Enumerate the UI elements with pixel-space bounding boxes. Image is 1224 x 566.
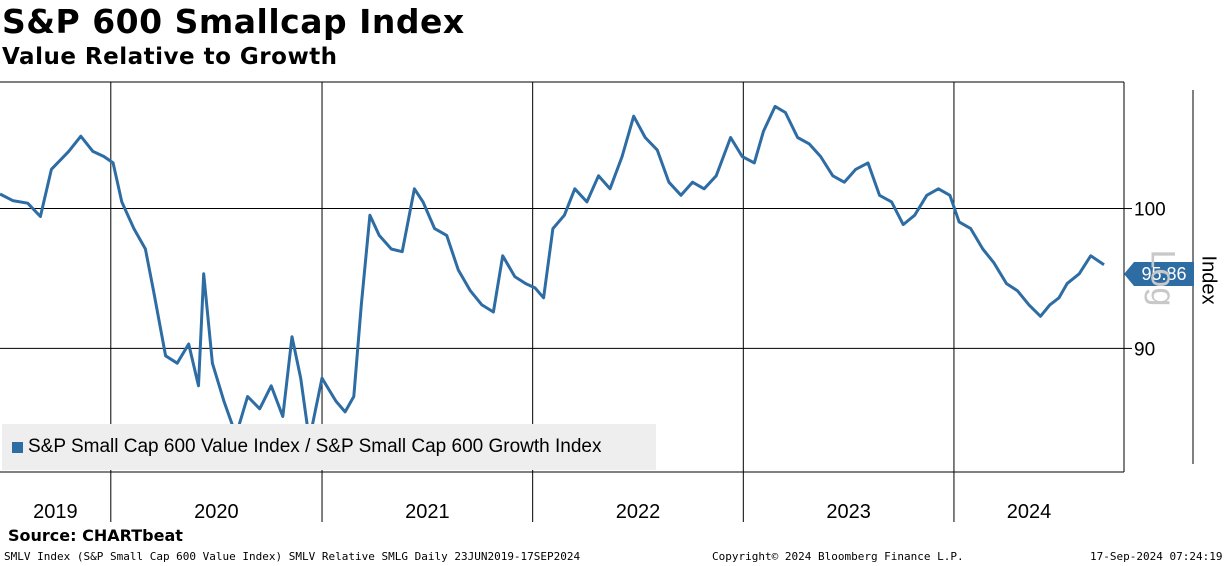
x-tick-label: 2022 (616, 501, 661, 523)
footer-timestamp: 17-Sep-2024 07:24:19 (1090, 550, 1223, 563)
y-tick-label: 90 (1134, 339, 1155, 360)
footer-copyright: Copyright© 2024 Bloomberg Finance L.P. (712, 550, 964, 563)
last-value-label: 95.86 (1141, 264, 1187, 284)
chart-subtitle: Value Relative to Growth (2, 44, 338, 70)
x-ticks: 2019 2020 2021 2022 2023 2024 (33, 472, 1051, 523)
legend (2, 424, 656, 470)
y-axis-title: Index (1197, 255, 1220, 305)
legend-swatch (12, 442, 23, 453)
grid-vertical (110, 82, 955, 472)
x-tick-label: 2019 (33, 501, 78, 523)
y-ticks: 100 90 (1124, 200, 1166, 360)
source-note: Source: CHARTbeat (8, 526, 183, 545)
x-tick-label: 2024 (1007, 501, 1052, 523)
last-value-marker (1124, 262, 1194, 286)
chart-title: S&P 600 Smallcap Index (2, 2, 465, 41)
legend-label: S&P Small Cap 600 Value Index / S&P Smal… (28, 436, 602, 457)
x-tick-label: 2021 (405, 501, 450, 523)
y-tick-label: 100 (1134, 200, 1166, 221)
footer-ticker-info: SMLV Index (S&P Small Cap 600 Value Inde… (4, 550, 581, 563)
x-tick-label: 2023 (826, 501, 871, 523)
x-tick-label: 2020 (194, 501, 239, 523)
log-scale-label: Log (1143, 249, 1182, 307)
series-line (0, 104, 1105, 442)
grid-horizontal (0, 208, 1124, 349)
